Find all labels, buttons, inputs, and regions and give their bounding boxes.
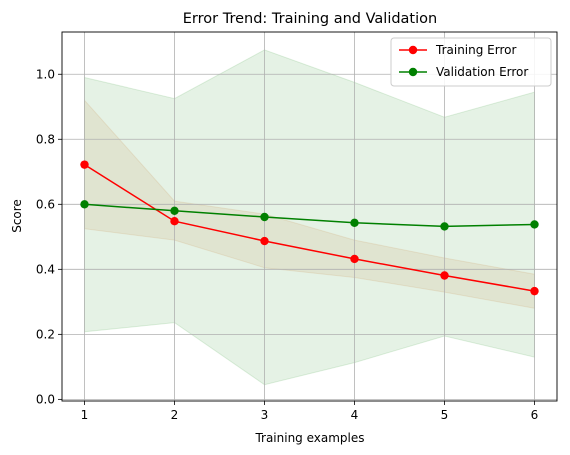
x-tick-label: 4 [351,408,359,422]
chart-title: Error Trend: Training and Validation [183,11,437,27]
x-axis-ticks: 1 2 3 4 5 6 [81,401,539,422]
x-tick-label: 2 [171,408,179,422]
data-point [440,271,449,280]
legend-item-1: Training Error [399,43,516,57]
x-tick-label: 1 [81,408,89,422]
series-points [80,160,539,296]
data-point [350,254,359,264]
data-point [440,222,449,231]
y-tick-label: 0.4 [36,262,55,276]
legend-swatch-marker [408,67,418,77]
grid-lines [62,32,557,401]
series-line-1 [84,163,535,292]
y-tick-label: 1.0 [36,67,55,81]
plot-frame [61,31,558,402]
y-tick-label: 0.6 [36,197,55,211]
x-tick-label: 3 [261,408,269,422]
series-lines [84,163,535,292]
x-tick-label: 5 [441,408,449,422]
data-point [80,160,89,169]
y-tick-label: 0.2 [36,327,55,341]
legend-item-2: Validation Error [399,65,528,79]
legend-swatch-marker [408,45,418,55]
legend-label: Validation Error [436,65,528,79]
data-point [530,286,539,296]
data-point [260,236,269,246]
legend-label: Training Error [435,43,516,57]
y-tick-label: 0.8 [36,132,55,146]
legend-box [390,37,552,87]
x-axis-title: Training examples [254,431,364,445]
y-tick-label: 0.0 [36,392,55,406]
data-point [80,200,89,209]
series-line-2 [84,203,535,228]
data-point [530,220,539,229]
x-tick-label: 6 [531,408,539,422]
data-point [170,217,179,226]
data-point [170,206,179,216]
legend: Training Error Validation Error [390,37,552,87]
data-point [260,212,269,222]
y-axis-title: Score [10,199,24,233]
y-axis-ticks: 0.0 0.2 0.4 0.6 0.8 1.0 [36,67,62,406]
data-point [350,218,359,228]
